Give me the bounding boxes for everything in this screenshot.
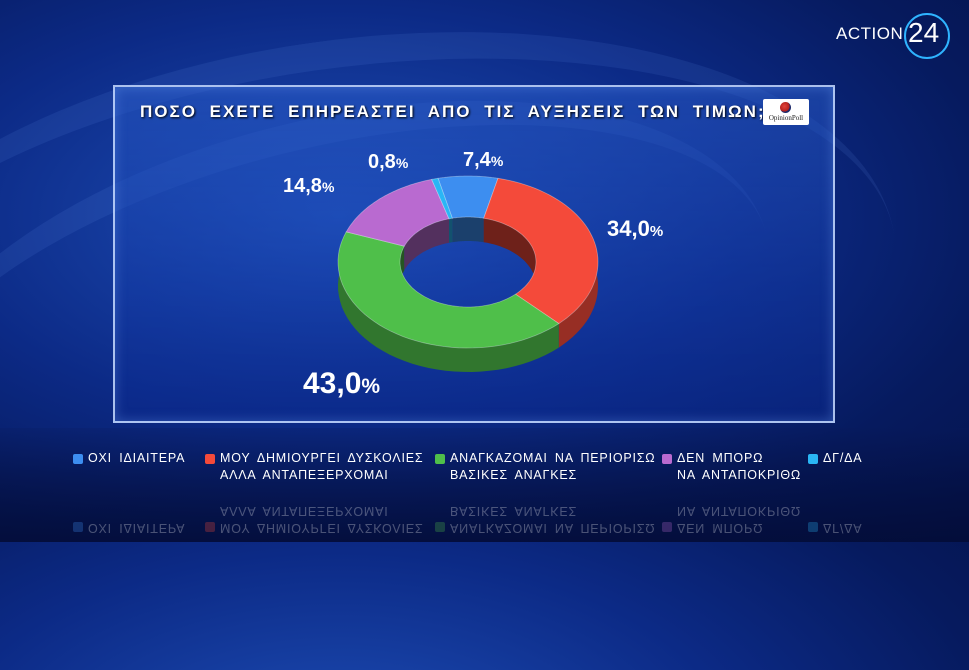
legend-swatch bbox=[435, 454, 445, 464]
donut-slice-inner-wall bbox=[452, 217, 484, 243]
legend-label: ΔΓ/ΔΑ bbox=[823, 451, 863, 465]
opinion-poll-logo-text: OpinionPoll bbox=[768, 114, 804, 122]
legend-swatch bbox=[73, 454, 83, 464]
legend-label: ΜΟΥ ΔΗΜΙΟΥΡΓΕΙ ΔΥΣΚΟΛΙΕΣ ΑΛΛΑ ΑΝΤΑΠΕΞΕΡΧ… bbox=[220, 451, 424, 482]
legend-swatch bbox=[808, 454, 818, 464]
slice-value-label: 7,4% bbox=[463, 149, 504, 171]
legend-item: ΔΕΝ ΜΠΟΡΩ ΝΑ ΑΝΤΑΠΟΚΡΙΘΩ bbox=[662, 450, 801, 484]
slice-value-label: 34,0% bbox=[607, 216, 663, 241]
slice-value-label: 0,8% bbox=[368, 151, 409, 173]
legend-item: ΑΝΑΓΚΑΖΟΜΑΙ ΝΑ ΠΕΡΙΟΡΙΣΩ ΒΑΣΙΚΕΣ ΑΝΑΓΚΕΣ bbox=[435, 450, 655, 484]
slice-value-label: 43,0% bbox=[303, 367, 380, 400]
opinion-poll-logo: OpinionPoll bbox=[763, 99, 809, 125]
legend-item: ΔΓ/ΔΑ bbox=[808, 450, 862, 467]
donut-slice-inner-wall bbox=[449, 218, 453, 243]
legend-swatch bbox=[662, 454, 672, 464]
legend-item: ΟΧΙ ΙΔΙΑΙΤΕΡΑ bbox=[73, 450, 185, 467]
floor-shade bbox=[0, 428, 969, 542]
legend-label: ΑΝΑΓΚΑΖΟΜΑΙ ΝΑ ΠΕΡΙΟΡΙΣΩ ΒΑΣΙΚΕΣ ΑΝΑΓΚΕΣ bbox=[450, 451, 656, 482]
donut-slice-side bbox=[338, 231, 559, 372]
brand-number: 24 bbox=[908, 17, 940, 48]
brand-text: ACTION bbox=[836, 24, 904, 43]
legend-label: ΔΕΝ ΜΠΟΡΩ ΝΑ ΑΝΤΑΠΟΚΡΙΘΩ bbox=[677, 451, 802, 482]
donut-slice-inner-wall bbox=[404, 218, 449, 271]
opinion-poll-icon bbox=[780, 102, 791, 113]
chart-title: ΠΟΣΟ ΕΧΕΤΕ ΕΠΗΡΕΑΣΤΕΙ ΑΠΟ ΤΙΣ ΑΥΞΗΣΕΙΣ Τ… bbox=[140, 102, 766, 121]
slice-value-label: 14,8% bbox=[283, 175, 335, 197]
brand-ring-icon bbox=[904, 13, 950, 59]
donut-slice bbox=[431, 177, 453, 220]
action24-logo: ACTION 24 bbox=[836, 12, 956, 59]
legend-label: ΟΧΙ ΙΔΙΑΙΤΕΡΑ bbox=[88, 451, 186, 465]
legend-swatch bbox=[205, 454, 215, 464]
legend-item: ΜΟΥ ΔΗΜΙΟΥΡΓΕΙ ΔΥΣΚΟΛΙΕΣ ΑΛΛΑ ΑΝΤΑΠΕΞΕΡΧ… bbox=[205, 450, 423, 484]
donut-chart: 7,4% 34,0% 43,0% 14,8% 0,8% bbox=[283, 149, 663, 400]
